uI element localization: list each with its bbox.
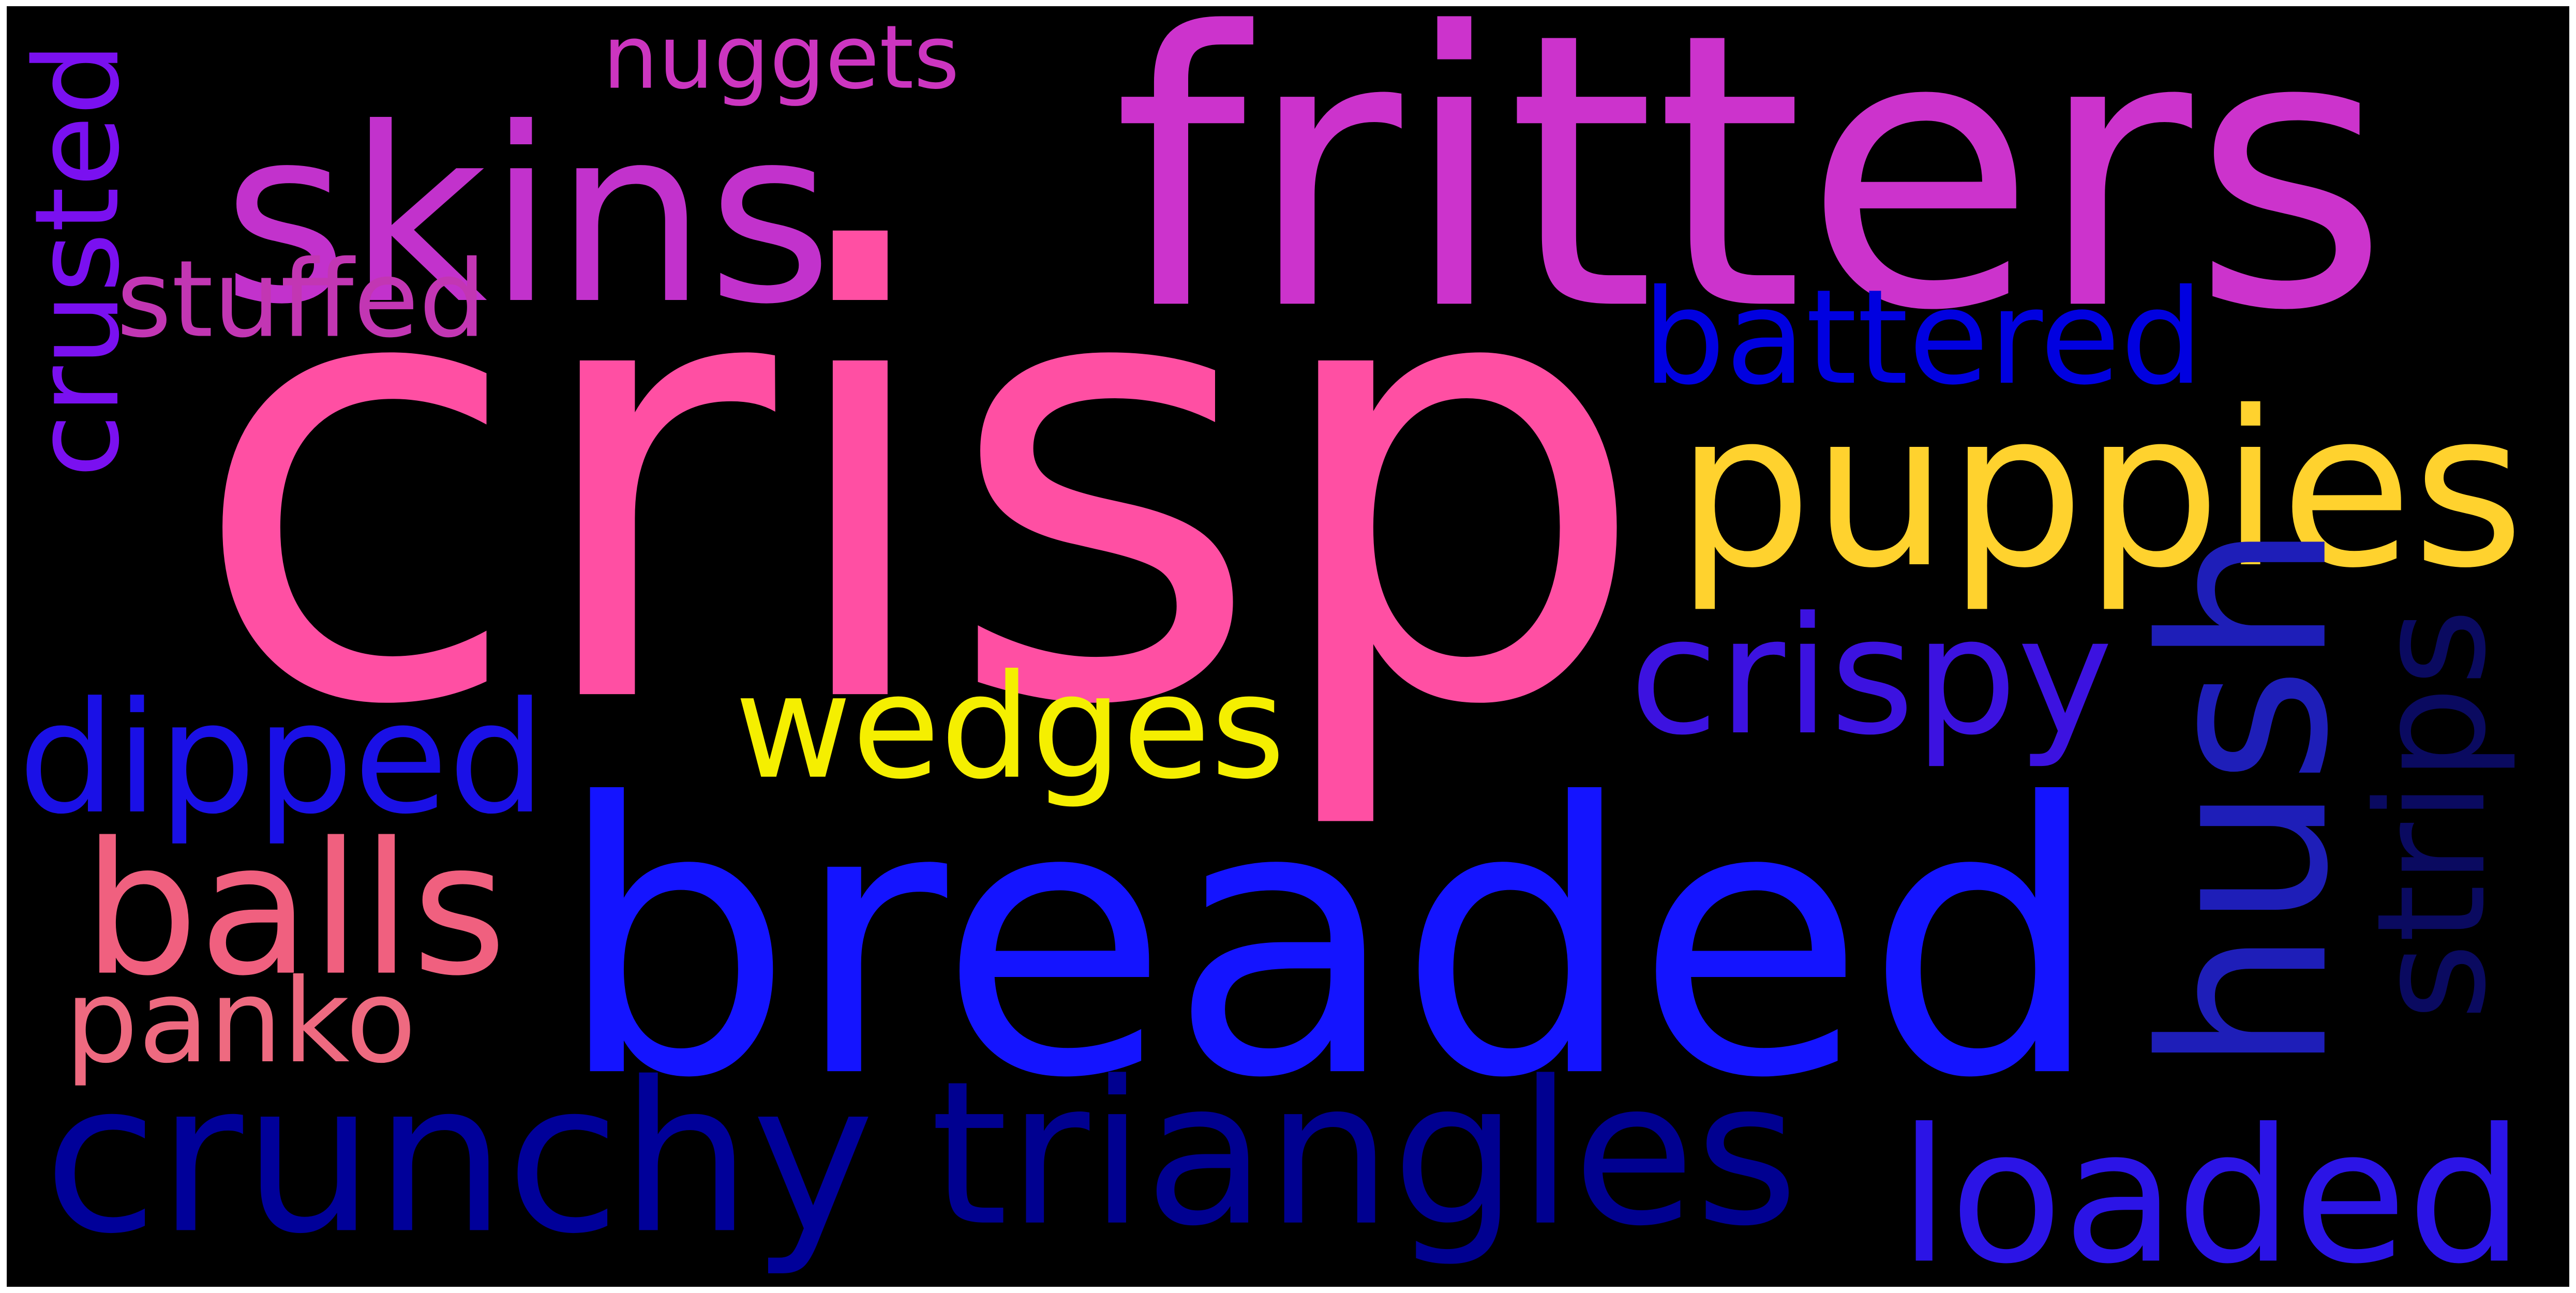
word-panko: panko bbox=[65, 954, 416, 1089]
word-hush: hush bbox=[2113, 522, 2378, 1073]
word-stuffed: stuffed bbox=[116, 238, 486, 362]
word-triangles: triangles bbox=[930, 1039, 1799, 1270]
word-breaded: breaded bbox=[556, 725, 2103, 1160]
word-nuggets: nuggets bbox=[603, 6, 960, 109]
word-balls: balls bbox=[83, 804, 507, 1016]
word-crispy: crispy bbox=[1629, 582, 2114, 771]
word-wedges: wedges bbox=[735, 644, 1285, 811]
word-cloud: crisp breaded fritters skins puppies hus… bbox=[7, 6, 2569, 1287]
word-crunchy: crunchy bbox=[43, 1038, 875, 1280]
word-strips: strips bbox=[2345, 608, 2520, 1021]
word-puppies: puppies bbox=[1675, 365, 2525, 615]
word-fritters: fritters bbox=[1113, 6, 2389, 394]
word-loaded: loaded bbox=[1898, 1089, 2524, 1287]
word-skins: skins bbox=[222, 77, 833, 357]
word-battered: battered bbox=[1642, 261, 2204, 414]
word-crisp: crisp bbox=[189, 128, 1651, 839]
word-dipped: dipped bbox=[18, 669, 546, 848]
